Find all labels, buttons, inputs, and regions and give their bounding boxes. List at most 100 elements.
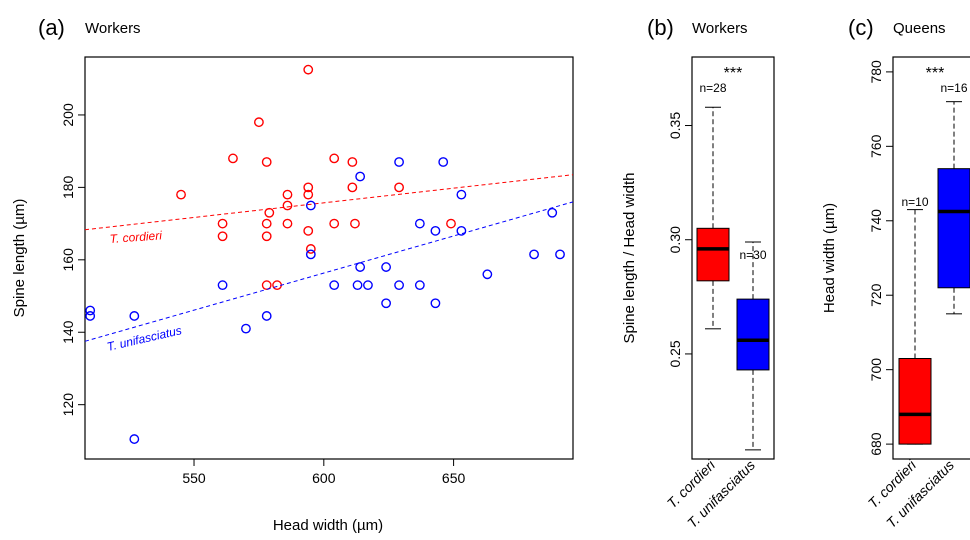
y-tick-label: 700 — [868, 358, 884, 382]
data-point-unifasciatus — [414, 280, 425, 291]
data-point-cordieri — [261, 280, 272, 291]
data-point-cordieri — [303, 189, 314, 200]
data-point-unifasciatus — [129, 434, 140, 444]
y-tick-label: 160 — [60, 248, 76, 272]
data-point-unifasciatus — [129, 311, 140, 321]
data-point-unifasciatus — [482, 269, 493, 280]
panel-b-n-cordieri: n=28 — [699, 81, 726, 95]
data-point-unifasciatus — [555, 249, 565, 260]
x-tick-label: 600 — [312, 470, 336, 486]
data-point-unifasciatus — [352, 280, 363, 291]
data-point-unifasciatus — [85, 311, 96, 321]
data-point-unifasciatus — [355, 262, 366, 272]
data-point-unifasciatus — [529, 249, 539, 260]
data-point-unifasciatus — [547, 207, 558, 218]
panel-c-significance: *** — [926, 65, 945, 82]
data-point-unifasciatus — [261, 311, 272, 321]
panel-a-title: Workers — [85, 20, 141, 37]
data-point-cordieri — [261, 218, 272, 229]
panel-a-plot-frame — [84, 56, 574, 460]
data-point-unifasciatus — [329, 280, 340, 291]
y-tick-label: 140 — [60, 320, 76, 344]
annotation-unifasciatus: T. unifasciatus — [106, 323, 183, 354]
x-tick-label: 650 — [442, 470, 466, 486]
y-tick-label: 180 — [60, 175, 76, 199]
y-tick-label: 740 — [868, 209, 884, 233]
data-point-unifasciatus — [430, 298, 441, 309]
box-unifasciatus — [736, 298, 770, 371]
panel-c-plot-frame — [892, 56, 970, 460]
data-point-cordieri — [329, 218, 340, 229]
panel-b-title: Workers — [692, 20, 748, 37]
data-point-cordieri — [303, 182, 314, 193]
data-point-cordieri — [217, 231, 228, 242]
data-point-cordieri — [350, 218, 360, 229]
data-point-cordieri — [261, 231, 272, 242]
trend-line-unifasciatus — [84, 201, 574, 342]
data-point-cordieri — [176, 189, 186, 200]
panel-b-letter: (b) — [647, 15, 674, 40]
box-cordieri — [898, 358, 932, 445]
data-point-cordieri — [261, 157, 272, 167]
data-point-unifasciatus — [381, 298, 392, 309]
data-point-cordieri — [394, 182, 404, 193]
data-point-unifasciatus — [217, 280, 228, 291]
panel-a-ylabel: Spine length (µm) — [11, 199, 28, 318]
data-point-cordieri — [446, 218, 456, 229]
data-point-cordieri — [217, 218, 228, 229]
panel-b-plot-frame — [691, 56, 775, 460]
y-tick-label: 780 — [868, 60, 884, 84]
data-point-cordieri — [282, 189, 293, 200]
annotation-cordieri: T. cordieri — [109, 228, 162, 246]
y-tick-label: 200 — [60, 103, 76, 127]
data-point-unifasciatus — [305, 249, 316, 260]
data-point-cordieri — [347, 182, 358, 193]
panel-b-ylabel: Spine length / Head width — [621, 173, 638, 344]
data-point-unifasciatus — [394, 157, 404, 167]
data-point-cordieri — [347, 157, 358, 167]
data-point-cordieri — [254, 117, 264, 128]
data-point-cordieri — [282, 200, 293, 211]
data-point-cordieri — [329, 153, 340, 164]
y-tick-label: 0.25 — [667, 340, 683, 367]
panel-c-title: Queens — [893, 20, 946, 37]
x-tick-label: 550 — [182, 470, 206, 486]
data-point-unifasciatus — [241, 323, 251, 334]
data-point-cordieri — [272, 280, 282, 291]
panel-c-letter: (c) — [848, 15, 874, 40]
y-tick-label: 0.35 — [667, 112, 683, 139]
data-point-unifasciatus — [394, 280, 404, 291]
y-tick-label: 120 — [60, 393, 76, 417]
y-tick-label: 680 — [868, 432, 884, 456]
box-unifasciatus — [937, 168, 970, 289]
y-tick-label: 720 — [868, 283, 884, 307]
data-point-unifasciatus — [355, 171, 366, 182]
panel-c-category-unifasciatus: T. unifasciatus — [883, 457, 957, 531]
data-point-unifasciatus — [414, 218, 425, 229]
trend-line-cordieri — [84, 174, 574, 231]
data-point-unifasciatus — [456, 189, 467, 200]
data-point-cordieri — [303, 64, 314, 75]
panel-c-ylabel: Head width (µm) — [821, 203, 838, 313]
data-point-cordieri — [264, 207, 275, 218]
y-tick-label: 0.30 — [667, 226, 683, 253]
panel-c-n-unifasciatus: n=16 — [940, 81, 967, 95]
data-point-unifasciatus — [438, 157, 449, 167]
data-point-unifasciatus — [456, 225, 467, 236]
panel-b-significance: *** — [724, 65, 743, 82]
data-point-cordieri — [282, 218, 293, 229]
panel-a-xlabel: Head width (µm) — [273, 517, 383, 534]
y-tick-label: 760 — [868, 134, 884, 158]
box-cordieri — [696, 227, 730, 282]
data-point-unifasciatus — [305, 200, 316, 211]
data-point-unifasciatus — [85, 305, 96, 316]
data-point-unifasciatus — [430, 225, 441, 236]
data-point-cordieri — [305, 244, 316, 254]
data-point-unifasciatus — [363, 280, 373, 291]
panel-a-letter: (a) — [38, 15, 65, 40]
data-point-cordieri — [303, 225, 314, 236]
data-point-unifasciatus — [381, 262, 392, 272]
data-point-cordieri — [228, 153, 238, 164]
panel-c-n-cordieri: n=10 — [901, 195, 928, 209]
